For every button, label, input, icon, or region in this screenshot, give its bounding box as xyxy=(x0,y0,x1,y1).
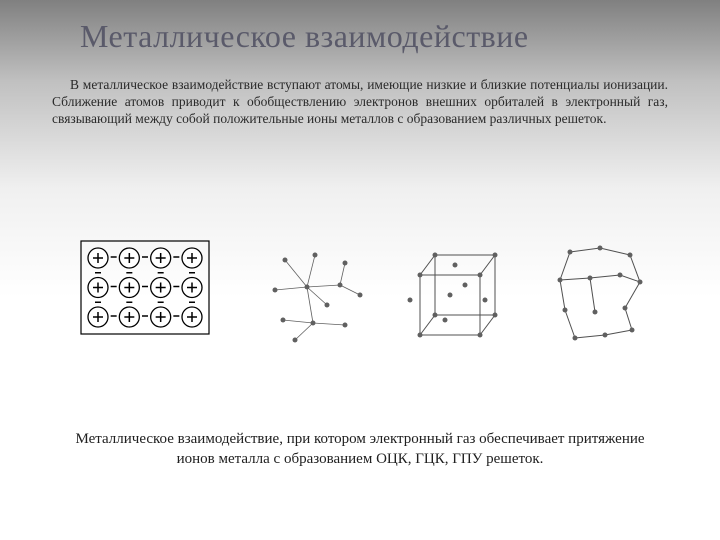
ion-lattice-diagram xyxy=(80,240,210,335)
fcc-lattice-diagram xyxy=(395,240,505,350)
intro-paragraph: В металлическое взаимодействие вступают … xyxy=(0,55,720,128)
diagram-row xyxy=(0,240,720,370)
hcp-lattice-diagram xyxy=(540,240,650,350)
caption-paragraph: Металлическое взаимодействие, при которо… xyxy=(0,430,720,469)
page-title: Металлическое взаимодействие xyxy=(0,0,720,55)
bcc-lattice-diagram xyxy=(265,245,365,345)
